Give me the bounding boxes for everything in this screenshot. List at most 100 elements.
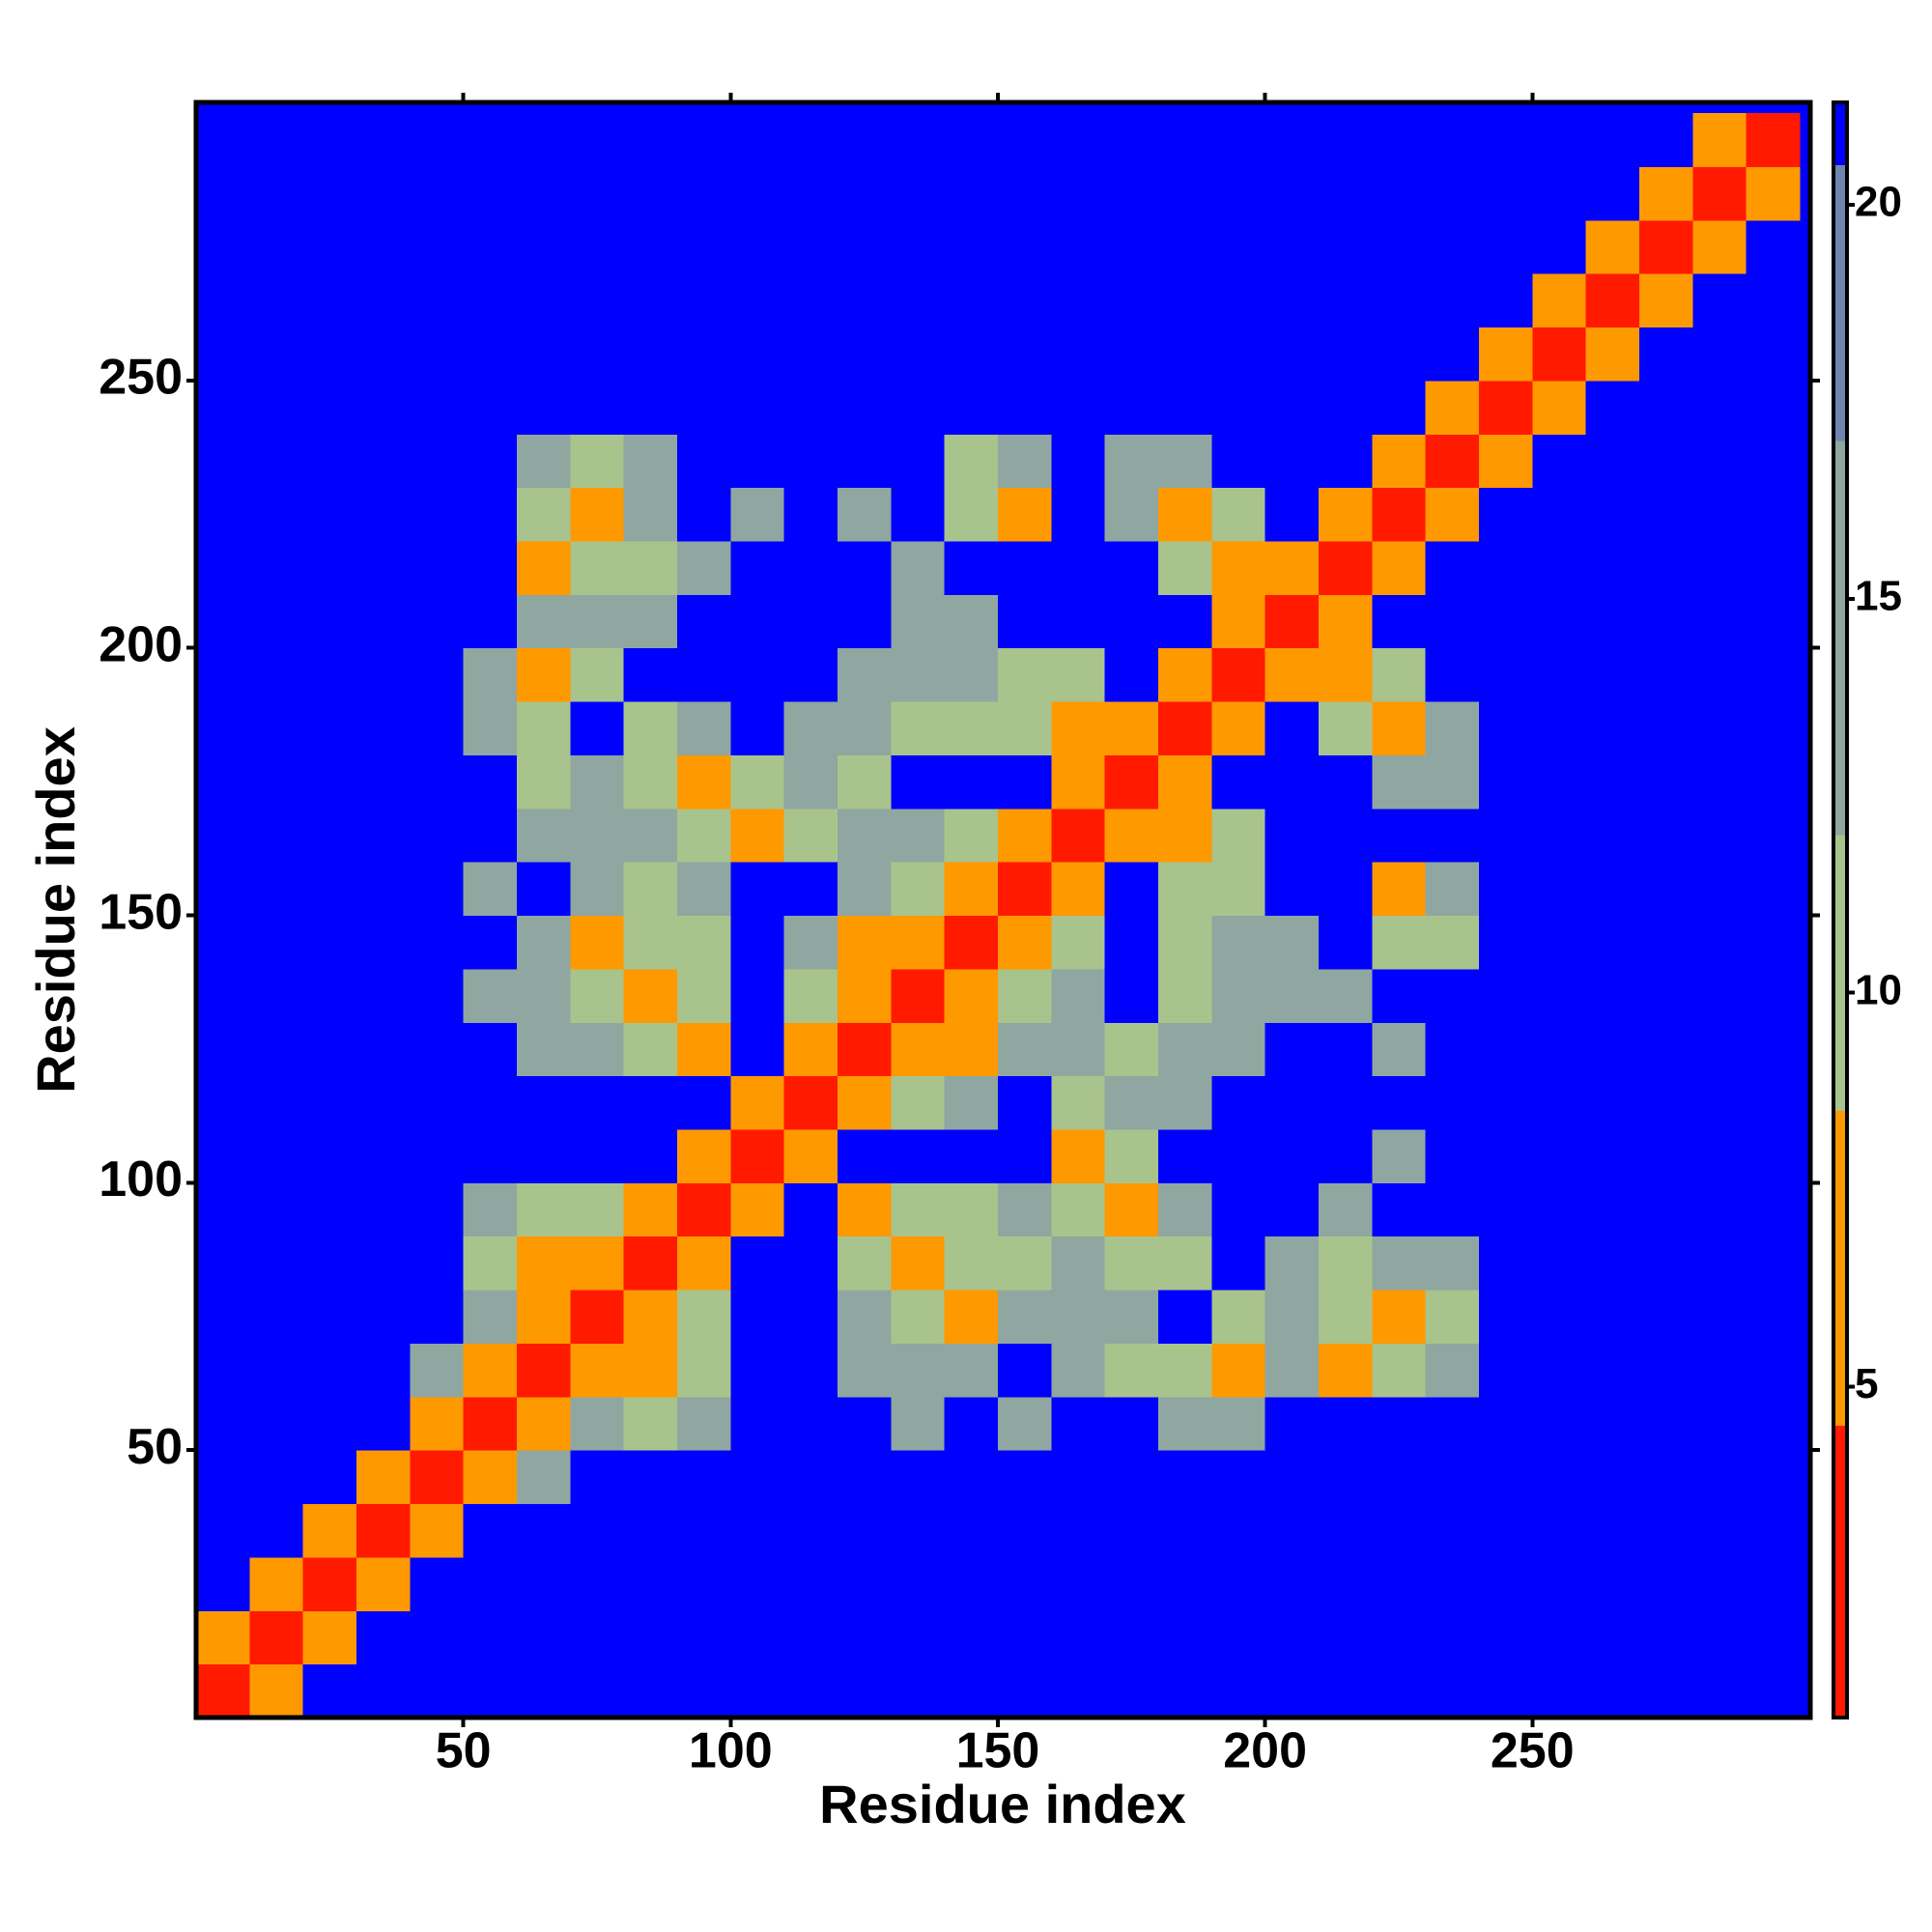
heatmap-cell <box>463 701 518 755</box>
heatmap-cell <box>249 434 304 489</box>
heatmap-cell <box>302 1503 357 1558</box>
heatmap-cell <box>1638 219 1693 274</box>
heatmap-cell <box>355 1182 411 1237</box>
heatmap-cell <box>1532 434 1587 489</box>
heatmap-cell <box>302 1022 357 1077</box>
heatmap-cell <box>997 1503 1052 1558</box>
heatmap-cell <box>1478 862 1533 917</box>
heatmap-cell <box>410 487 465 542</box>
heatmap-cell <box>1104 1128 1159 1183</box>
heatmap-cell <box>891 219 946 274</box>
heatmap-cell <box>410 1182 465 1237</box>
heatmap-cell <box>837 487 892 542</box>
heatmap-cell <box>1532 540 1587 595</box>
heatmap-cell <box>1585 1182 1640 1237</box>
heatmap-cell <box>730 540 785 595</box>
heatmap-cell <box>196 1556 250 1611</box>
heatmap-cell <box>1051 1343 1106 1398</box>
heatmap-cell <box>676 862 731 917</box>
heatmap-cell <box>1104 380 1159 435</box>
heatmap-cell <box>196 594 250 649</box>
heatmap-cell <box>1425 701 1480 755</box>
heatmap-cell <box>837 1663 892 1719</box>
heatmap-cell <box>1692 327 1747 382</box>
heatmap-cell <box>623 1182 678 1237</box>
heatmap-cell <box>196 754 250 810</box>
heatmap-cell <box>302 380 357 435</box>
heatmap-cell <box>944 1343 999 1398</box>
heatmap-cell <box>730 166 785 221</box>
heatmap-cell <box>1157 1022 1212 1077</box>
heatmap-cell <box>1264 1290 1320 1344</box>
heatmap-cell <box>1372 1450 1427 1505</box>
heatmap-cell <box>944 1075 999 1130</box>
heatmap-cell <box>1638 540 1693 595</box>
heatmap-cell <box>891 647 946 702</box>
heatmap-cell <box>1692 540 1747 595</box>
heatmap-cell <box>1638 862 1693 917</box>
heatmap-cell <box>1478 1290 1533 1344</box>
heatmap-cell <box>1211 701 1266 755</box>
heatmap-cell <box>1211 968 1266 1023</box>
heatmap-cell <box>837 1343 892 1398</box>
heatmap-cell <box>891 1075 946 1130</box>
heatmap-cell <box>783 1075 838 1130</box>
heatmap-cell <box>997 434 1052 489</box>
heatmap-cell <box>355 1290 411 1344</box>
heatmap-cell <box>891 327 946 382</box>
heatmap-cell <box>623 540 678 595</box>
heatmap-cell <box>1157 1290 1212 1344</box>
heatmap-cell <box>302 1610 357 1665</box>
heatmap-cell <box>623 754 678 810</box>
heatmap-cell <box>1478 968 1533 1023</box>
heatmap-cell <box>570 1343 625 1398</box>
heatmap-cell <box>463 434 518 489</box>
heatmap-cell <box>463 862 518 917</box>
heatmap-cell <box>463 1610 518 1665</box>
heatmap-cell <box>1051 1556 1106 1611</box>
heatmap-cell <box>1532 754 1587 810</box>
heatmap-cell <box>516 1556 571 1611</box>
heatmap-cell <box>463 915 518 970</box>
heatmap-cell <box>1211 540 1266 595</box>
heatmap-cell <box>623 1503 678 1558</box>
heatmap-cell <box>730 1610 785 1665</box>
heatmap-cell <box>1051 594 1106 649</box>
heatmap-cell <box>1425 327 1480 382</box>
heatmap-cell <box>1638 1075 1693 1130</box>
heatmap-cell <box>1692 1396 1747 1451</box>
heatmap-cell <box>837 1290 892 1344</box>
heatmap-cell <box>837 166 892 221</box>
heatmap-cell <box>997 647 1052 702</box>
heatmap-cell <box>1264 487 1320 542</box>
heatmap-cell <box>570 1396 625 1451</box>
heatmap-cell <box>1211 1075 1266 1130</box>
heatmap-cell <box>1264 1022 1320 1077</box>
heatmap-cell <box>355 380 411 435</box>
heatmap-cell <box>570 1022 625 1077</box>
heatmap-cell <box>1425 273 1480 328</box>
heatmap-cell <box>837 1075 892 1130</box>
heatmap-cell <box>410 380 465 435</box>
heatmap-cell <box>891 434 946 489</box>
heatmap-cell <box>623 594 678 649</box>
heatmap-cell <box>891 113 946 167</box>
heatmap-cell <box>730 1022 785 1077</box>
heatmap-cell <box>249 1075 304 1130</box>
heatmap-cell <box>730 1663 785 1719</box>
heatmap-cell <box>623 1236 678 1291</box>
heatmap-cell <box>1478 1610 1533 1665</box>
heatmap-cell <box>302 113 357 167</box>
heatmap-cell <box>516 540 571 595</box>
heatmap-cell <box>1318 1290 1373 1344</box>
heatmap-cell <box>1746 1503 1801 1558</box>
heatmap-cell <box>837 540 892 595</box>
heatmap-cell <box>783 1503 838 1558</box>
heatmap-cell <box>355 808 411 863</box>
heatmap-cell <box>1478 1182 1533 1237</box>
heatmap-cell <box>1585 647 1640 702</box>
heatmap-cell <box>1692 1236 1747 1291</box>
heatmap-cell <box>463 968 518 1023</box>
heatmap-cell <box>944 1182 999 1237</box>
heatmap-cell <box>783 540 838 595</box>
